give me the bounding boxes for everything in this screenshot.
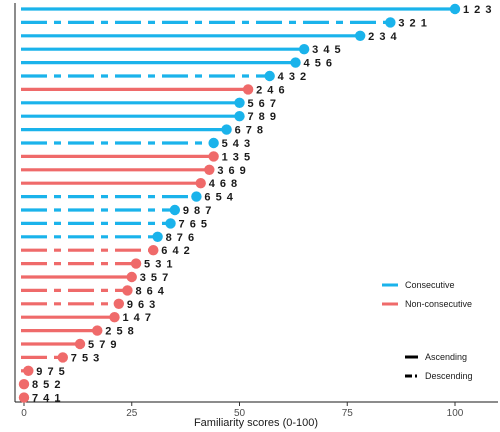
data-label: 5 3 1 bbox=[144, 259, 173, 271]
lollipop-point bbox=[298, 44, 310, 55]
lollipop-point bbox=[57, 352, 68, 363]
lollipop-point bbox=[449, 3, 461, 15]
legend-label-ascending: Ascending bbox=[425, 352, 467, 362]
data-label: 4 6 8 bbox=[209, 178, 238, 190]
lollipop-point bbox=[18, 392, 30, 403]
data-label: 9 8 7 bbox=[183, 205, 212, 217]
lollipop-point bbox=[113, 298, 125, 309]
lollipop-points bbox=[18, 3, 461, 403]
lollipop-point bbox=[195, 178, 206, 189]
lollipop-point bbox=[191, 191, 202, 202]
legend-label-descending: Descending bbox=[425, 371, 473, 381]
data-label: 3 6 9 bbox=[217, 165, 246, 177]
data-label: 3 5 7 bbox=[140, 272, 169, 284]
data-label: 2 3 4 bbox=[368, 31, 397, 43]
data-label: 6 4 2 bbox=[161, 245, 190, 257]
legend-label-non-consecutive: Non-consecutive bbox=[405, 299, 472, 309]
data-label: 7 8 9 bbox=[248, 111, 277, 123]
lollipop-point bbox=[264, 70, 275, 82]
data-label: 5 4 3 bbox=[222, 138, 251, 150]
lollipop-point bbox=[208, 137, 219, 149]
data-label: 1 2 3 bbox=[463, 4, 492, 16]
data-label: 4 3 2 bbox=[278, 71, 307, 83]
lollipop-point bbox=[242, 84, 254, 95]
lollipop-point bbox=[208, 151, 219, 162]
data-label: 8 6 4 bbox=[135, 285, 164, 297]
data-label: 6 5 4 bbox=[204, 192, 233, 204]
linetype-legend: Ascending Descending bbox=[405, 352, 473, 381]
lollipop-point bbox=[109, 312, 120, 323]
x-tick-label: 25 bbox=[126, 408, 138, 419]
lollipop-point bbox=[169, 204, 181, 216]
data-label: 1 4 7 bbox=[123, 312, 152, 324]
data-label: 6 7 8 bbox=[235, 125, 264, 137]
lollipop-point bbox=[165, 218, 176, 229]
data-label: 8 5 2 bbox=[32, 379, 61, 391]
lollipop-stems bbox=[21, 7, 455, 400]
data-label: 2 4 6 bbox=[256, 84, 285, 96]
x-axis-title: Familiarity scores (0-100) bbox=[194, 417, 318, 429]
lollipop-point bbox=[23, 365, 34, 376]
data-label: 2 5 8 bbox=[105, 326, 134, 338]
data-label: 9 7 5 bbox=[36, 366, 65, 378]
lollipop-point bbox=[234, 97, 245, 109]
lollipop-point bbox=[126, 271, 137, 283]
x-tick-label: 100 bbox=[447, 408, 464, 419]
lollipop-point bbox=[234, 111, 245, 122]
lollipop-point bbox=[130, 258, 142, 269]
legend-label-consecutive: Consecutive bbox=[405, 280, 455, 290]
x-tick-label: 50 bbox=[234, 408, 246, 419]
x-tick-label: 0 bbox=[21, 408, 27, 419]
lollipop-point bbox=[148, 245, 159, 256]
data-label: 3 2 1 bbox=[398, 17, 427, 29]
lollipop-point bbox=[18, 379, 30, 390]
lollipop-point bbox=[385, 17, 396, 28]
data-label: 7 6 5 bbox=[179, 218, 208, 230]
lollipop-point bbox=[152, 231, 163, 242]
data-label: 4 5 6 bbox=[304, 58, 333, 70]
data-label: 7 4 1 bbox=[32, 393, 61, 405]
data-label: 5 6 7 bbox=[248, 98, 277, 110]
lollipop-point bbox=[290, 57, 301, 68]
lollipop-point bbox=[122, 285, 133, 296]
data-label: 7 5 3 bbox=[71, 352, 100, 364]
lollipop-point bbox=[74, 338, 86, 350]
lollipop-point bbox=[221, 124, 232, 135]
x-tick-label: 75 bbox=[342, 408, 354, 419]
data-label: 9 6 3 bbox=[127, 299, 156, 311]
color-legend: Consecutive Non-consecutive bbox=[382, 280, 472, 309]
data-label: 3 4 5 bbox=[312, 44, 341, 56]
chart-axes bbox=[14, 3, 498, 403]
lollipop-point bbox=[354, 30, 366, 41]
data-label: 5 7 9 bbox=[88, 339, 117, 351]
data-label: 1 3 5 bbox=[222, 151, 251, 163]
data-labels: 1 2 3 3 2 12 3 4 3 4 5 4 5 64 3 22 4 6 5 6 7… bbox=[32, 4, 492, 405]
lollipop-point bbox=[92, 325, 103, 336]
lollipop-point bbox=[204, 164, 215, 175]
data-label: 8 7 6 bbox=[166, 232, 195, 244]
